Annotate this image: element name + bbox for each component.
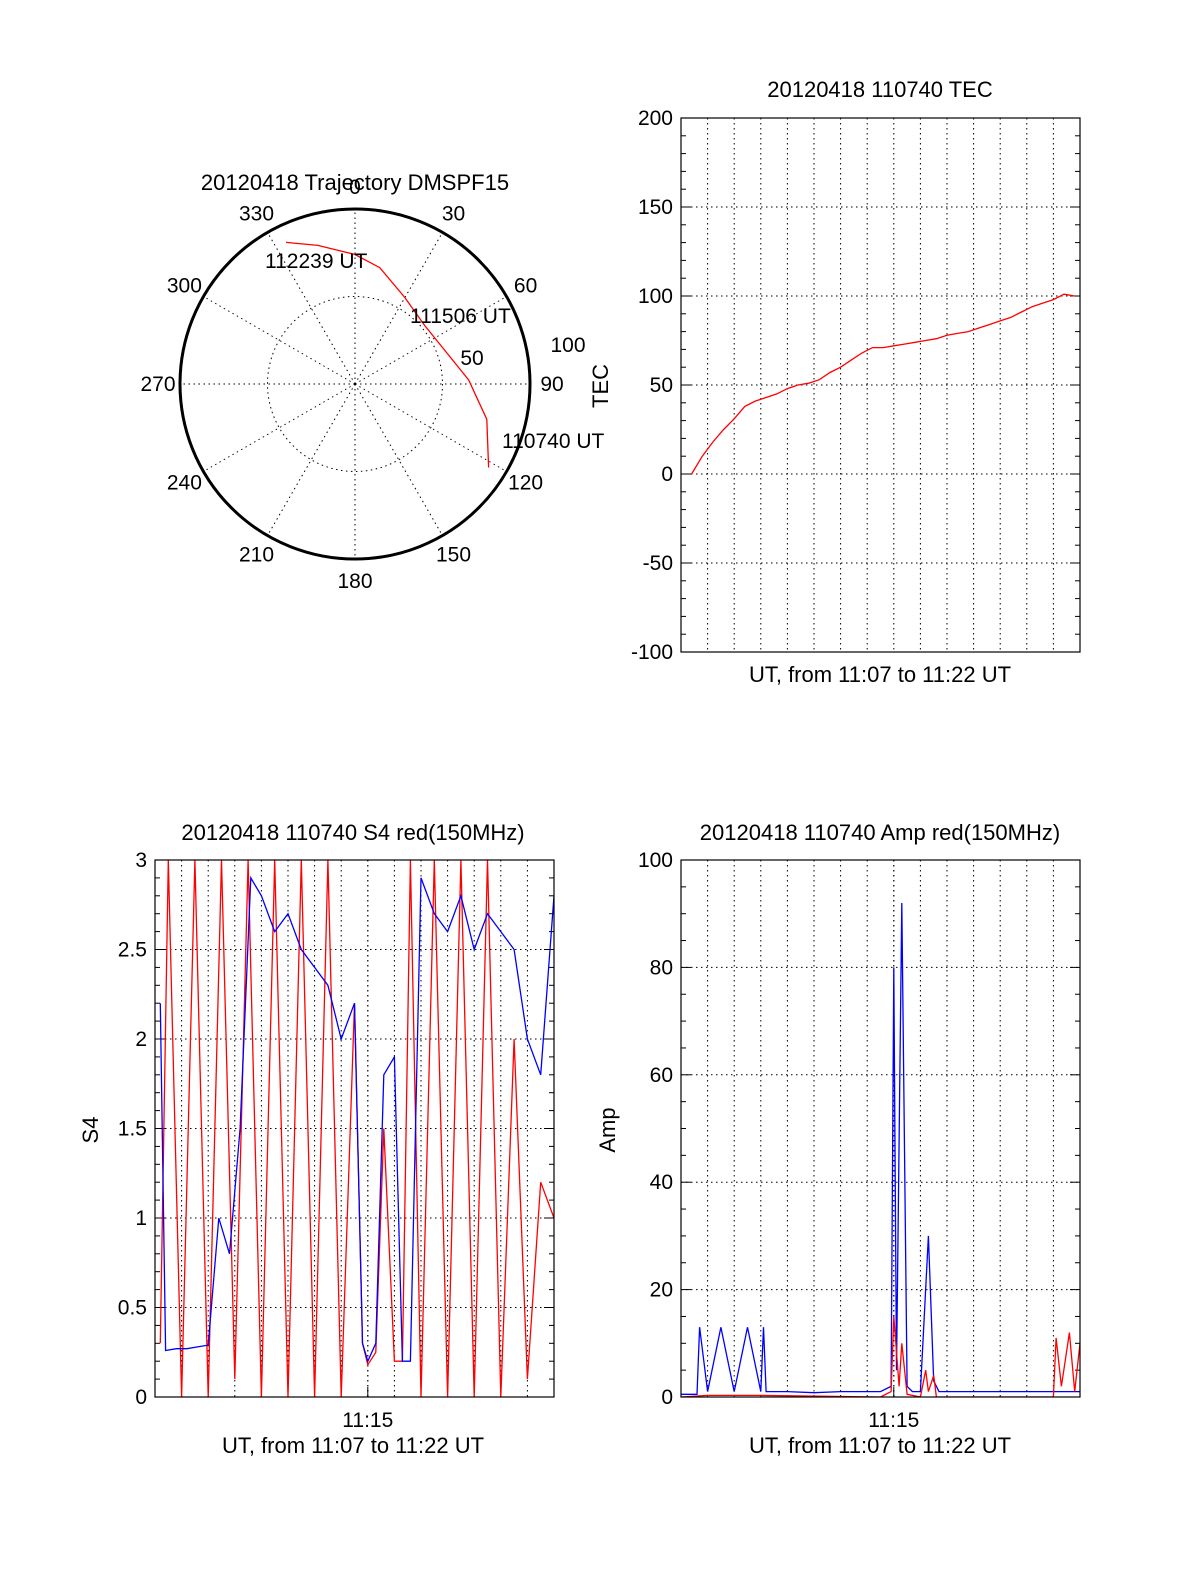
series-line-blue bbox=[159, 875, 554, 1364]
y-tick-label: 2.5 bbox=[118, 939, 147, 962]
y-tick-label: 2 bbox=[135, 1028, 147, 1051]
polar-azimuth-label: 90 bbox=[540, 373, 563, 396]
polar-radial-label-50: 50 bbox=[460, 347, 483, 370]
s4-panel: 20120418 110740 S4 red(150MHz) 0 0.5 1 1.5 2… bbox=[78, 820, 555, 1458]
annotation-111506: 111506 UT bbox=[410, 305, 511, 328]
polar-azimuth-label: 120 bbox=[508, 472, 543, 495]
trajectory-track bbox=[285, 241, 490, 468]
plot-frame bbox=[154, 859, 555, 1398]
polar-azimuth-label: 150 bbox=[436, 544, 471, 567]
amp-ylabel: Amp bbox=[595, 1107, 620, 1152]
polar-azimuth-label: 300 bbox=[167, 275, 202, 298]
y-tick-label: 50 bbox=[650, 374, 673, 397]
y-tick-label: 60 bbox=[650, 1064, 673, 1087]
tec-panel: 20120418 110740 TEC -100-50050100150200 … bbox=[588, 77, 1081, 687]
y-tick-label: 0 bbox=[135, 1386, 147, 1409]
polar-radial-label-100: 100 bbox=[550, 334, 585, 357]
polar-spoke bbox=[354, 232, 443, 385]
polar-azimuth-label: 270 bbox=[140, 373, 175, 396]
tec-xlabel: UT, from 11:07 to 11:22 UT bbox=[749, 662, 1011, 687]
polar-azimuth-label: 240 bbox=[167, 472, 202, 495]
y-tick-label: 40 bbox=[650, 1171, 673, 1194]
y-tick-label: 150 bbox=[638, 196, 673, 219]
polar-ring bbox=[267, 296, 443, 472]
y-tick-label: 100 bbox=[638, 849, 673, 872]
plot-frame bbox=[680, 859, 1081, 1398]
polar-azimuth-labels: 0 30 60 90 120 150 180 210 240 270 300 330 bbox=[140, 176, 563, 593]
amp-panel: 20120418 110740 Amp red(150MHz) 0 20 40 60 8… bbox=[595, 820, 1081, 1458]
series-line-blue bbox=[681, 902, 1080, 1395]
polar-spoke bbox=[203, 296, 356, 385]
y-tick-label: 0 bbox=[661, 463, 673, 486]
polar-azimuth-label: 0 bbox=[349, 176, 361, 199]
series-line-red bbox=[681, 1316, 1080, 1397]
polar-azimuth-label: 30 bbox=[442, 202, 465, 225]
tec-ylabel: TEC bbox=[588, 364, 613, 408]
amp-xlabel: UT, from 11:07 to 11:22 UT bbox=[749, 1433, 1011, 1458]
annotation-110740: 110740 UT bbox=[502, 430, 605, 453]
y-tick-label: 200 bbox=[638, 107, 673, 130]
polar-spoke bbox=[354, 383, 507, 472]
series-line-red bbox=[691, 293, 1075, 475]
plot-frame bbox=[680, 117, 1081, 653]
polar-spoke bbox=[267, 383, 356, 536]
y-tick-label: 1.5 bbox=[118, 1118, 147, 1141]
polar-spoke bbox=[267, 232, 356, 385]
y-tick-label: 100 bbox=[638, 285, 673, 308]
s4-plot-area: 0 0.5 1 1.5 2 2.5 3 11:15 bbox=[118, 849, 555, 1432]
polar-azimuth-label: 180 bbox=[337, 570, 372, 593]
polar-spoke bbox=[354, 296, 507, 385]
polar-title: 20120418 Trajectory DMSPF15 bbox=[201, 170, 509, 195]
y-tick-label: 80 bbox=[650, 956, 673, 979]
y-tick-label: 0.5 bbox=[118, 1297, 147, 1320]
tec-plot-area: -100 -50 0 50 100 150 200 bbox=[631, 107, 1081, 664]
y-tick-label: -50 bbox=[643, 552, 673, 575]
y-tick-label: 0 bbox=[661, 1386, 673, 1409]
s4-xlabel: UT, from 11:07 to 11:22 UT bbox=[222, 1433, 484, 1458]
polar-outer-circle bbox=[178, 207, 532, 561]
amp-title: 20120418 110740 Amp red(150MHz) bbox=[700, 820, 1060, 845]
y-tick-label: -100 bbox=[631, 641, 673, 664]
annotation-112239: 112239 UT bbox=[265, 250, 368, 273]
polar-spoke bbox=[354, 383, 443, 536]
polar-azimuth-label: 330 bbox=[239, 202, 274, 225]
polar-spoke bbox=[203, 383, 356, 472]
polar-grid bbox=[180, 209, 530, 559]
x-tick-label: 11:15 bbox=[868, 1409, 919, 1432]
x-tick-label: 11:15 bbox=[342, 1409, 393, 1432]
tec-title: 20120418 110740 TEC bbox=[767, 77, 993, 102]
y-tick-label: 20 bbox=[650, 1279, 673, 1302]
polar-trajectory-panel: 20120418 Trajectory DMSPF15 0 30 60 90 120 15… bbox=[140, 170, 604, 593]
amp-plot-area: 0 20 40 60 80 100 11:15 bbox=[638, 849, 1081, 1432]
s4-title: 20120418 110740 S4 red(150MHz) bbox=[181, 820, 524, 845]
polar-azimuth-label: 210 bbox=[239, 544, 274, 567]
polar-azimuth-label: 60 bbox=[514, 275, 537, 298]
y-tick-label: 3 bbox=[135, 849, 147, 872]
s4-ylabel: S4 bbox=[78, 1117, 103, 1144]
y-tick-label: 1 bbox=[135, 1207, 147, 1230]
